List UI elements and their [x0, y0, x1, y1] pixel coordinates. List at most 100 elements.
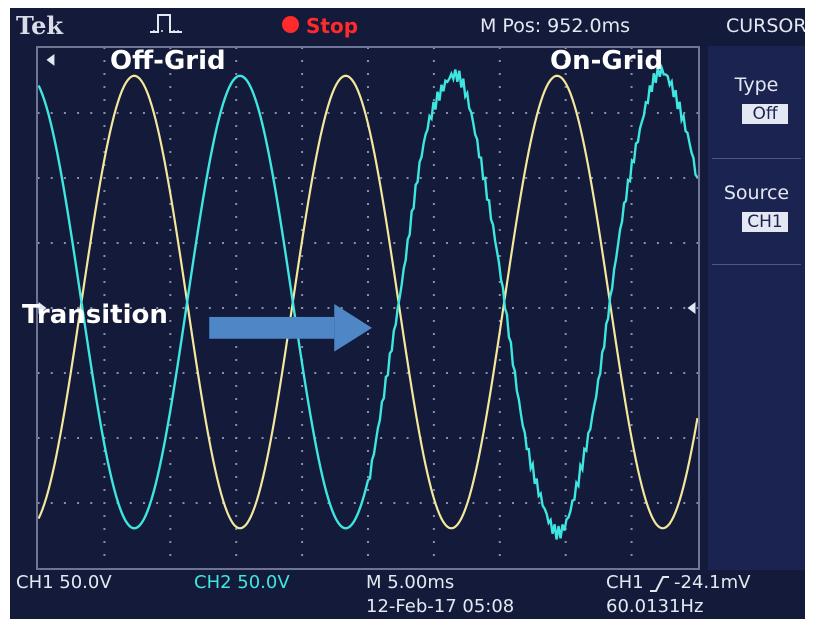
- grid-dot: [432, 515, 435, 517]
- grid-dot: [564, 437, 567, 439]
- grid-dot: [472, 372, 475, 374]
- frequency: 60.0131Hz: [606, 596, 704, 617]
- grid-dot: [116, 112, 119, 114]
- grid-dot: [630, 385, 633, 387]
- grid-dot: [63, 177, 66, 179]
- grid-dot: [235, 60, 238, 62]
- grid-dot: [419, 112, 422, 114]
- grid-dot: [367, 346, 369, 348]
- stop-indicator-icon: [282, 16, 299, 33]
- grid-dot: [169, 437, 172, 439]
- grid-dot: [367, 463, 369, 465]
- grid-dot: [103, 398, 106, 400]
- grid-dot: [50, 372, 53, 374]
- grid-dot: [301, 268, 304, 270]
- grid-dot: [77, 372, 80, 374]
- grid-dot: [564, 398, 567, 400]
- grid-dot: [630, 346, 633, 348]
- grid-dot: [367, 437, 369, 439]
- grid-dot: [301, 255, 304, 257]
- grid-dot: [643, 437, 646, 439]
- grid-dot: [169, 242, 172, 244]
- grid-dot: [182, 372, 185, 374]
- grid-dot: [498, 437, 501, 439]
- grid-dot: [393, 177, 396, 179]
- grid-dot: [630, 398, 633, 400]
- grid-dot: [103, 385, 106, 387]
- grid-dot: [630, 177, 633, 179]
- grid-dot: [274, 372, 277, 374]
- grid-dot: [301, 450, 304, 452]
- grid-dot: [103, 86, 106, 88]
- grid-dot: [103, 125, 106, 127]
- grid-dot: [498, 216, 501, 218]
- grid-dot: [432, 203, 435, 205]
- grid-dot: [235, 203, 238, 205]
- grid-dot: [235, 216, 238, 218]
- grid-dot: [327, 177, 330, 179]
- grid-dot: [235, 255, 238, 257]
- grid-dot: [564, 242, 567, 244]
- grid-dot: [195, 112, 198, 114]
- grid-dot: [50, 437, 53, 439]
- grid-dot: [367, 203, 369, 205]
- grid-dot: [235, 411, 238, 413]
- grid-dot: [367, 216, 369, 218]
- grid-dot: [630, 502, 633, 504]
- grid-dot: [353, 307, 356, 309]
- grid-dot: [630, 125, 633, 127]
- grid-dot: [103, 99, 106, 101]
- grid-dot: [564, 333, 567, 335]
- grid-dot: [591, 177, 594, 179]
- grid-dot: [340, 372, 343, 374]
- grid-dot: [222, 307, 225, 309]
- grid-dot: [511, 307, 514, 309]
- grid-dot: [630, 190, 633, 192]
- grid-dot: [129, 372, 132, 374]
- grid-dot: [367, 398, 369, 400]
- grid-dot: [380, 242, 383, 244]
- grid-dot: [432, 385, 435, 387]
- grid-dot: [235, 359, 238, 361]
- grid-dot: [393, 112, 396, 114]
- grid-dot: [235, 190, 238, 192]
- grid-dot: [103, 411, 106, 413]
- grid-dot: [432, 177, 435, 179]
- grid-dot: [103, 359, 106, 361]
- grid-dot: [564, 48, 567, 49]
- grid-dot: [511, 437, 514, 439]
- ch1-scale: CH1 50.0V: [16, 572, 112, 593]
- grid-dot: [208, 502, 211, 504]
- grid-dot: [327, 112, 330, 114]
- grid-dot: [498, 242, 501, 244]
- grid-dot: [446, 242, 449, 244]
- grid-dot: [591, 307, 594, 309]
- grid-dot: [406, 112, 409, 114]
- grid-dot: [50, 242, 53, 244]
- grid-dot: [261, 112, 264, 114]
- grid-dot: [683, 437, 686, 439]
- grid-dot: [630, 463, 633, 465]
- grid-dot: [498, 528, 501, 530]
- grid-dot: [169, 138, 172, 140]
- source-value-button[interactable]: CH1: [742, 212, 788, 232]
- grid-dot: [116, 372, 119, 374]
- grid-dot: [248, 502, 251, 504]
- grid-dot: [195, 177, 198, 179]
- ch2-scale: CH2 50.0V: [194, 572, 290, 593]
- grid-dot: [103, 229, 106, 231]
- grid-dot: [367, 515, 369, 517]
- grid-dot: [235, 73, 238, 75]
- grid-dot: [577, 502, 580, 504]
- type-value-button[interactable]: Off: [742, 104, 788, 124]
- grid-dot: [169, 60, 172, 62]
- grid-dot: [129, 502, 132, 504]
- grid-dot: [235, 528, 238, 530]
- grid-dot: [630, 229, 633, 231]
- grid-dot: [169, 463, 172, 465]
- grid-dot: [498, 463, 501, 465]
- grid-dot: [235, 164, 238, 166]
- grid-dot: [432, 242, 435, 244]
- grid-dot: [406, 307, 409, 309]
- grid-dot: [472, 502, 475, 504]
